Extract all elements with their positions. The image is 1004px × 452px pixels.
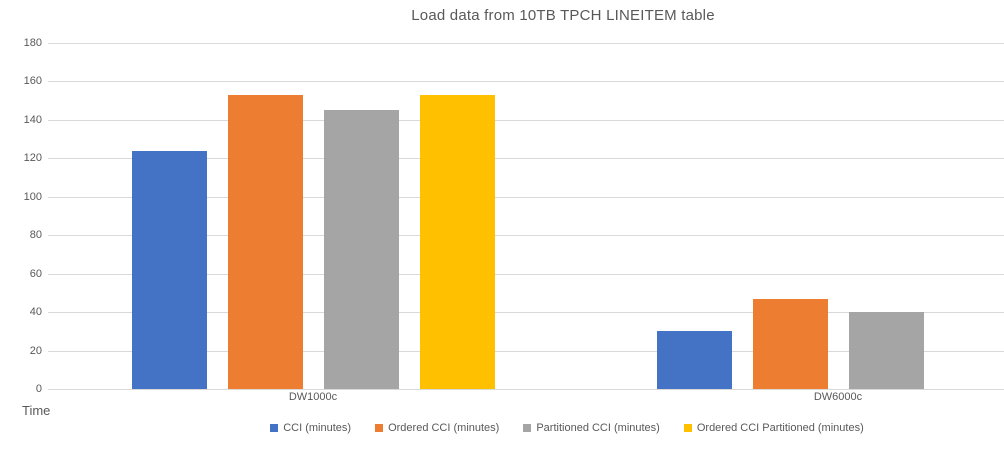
- y-tick-label: 0: [35, 383, 42, 395]
- gridline: [48, 196, 1004, 198]
- gridline: [48, 43, 1004, 44]
- y-tick-label: 40: [29, 306, 42, 319]
- bar-DW1000c-series-0: [131, 150, 207, 389]
- legend-item: Ordered CCI (minutes): [375, 422, 499, 434]
- legend-label: CCI (minutes): [283, 422, 352, 434]
- y-tick-label: 80: [29, 229, 42, 242]
- gridline: [48, 389, 1004, 390]
- y-axis-title: Time: [22, 403, 51, 418]
- legend-swatch-icon: [270, 424, 279, 432]
- legend-item: CCI (minutes): [270, 422, 351, 434]
- legend-item: Partitioned CCI (minutes): [523, 422, 660, 434]
- gridline: [48, 158, 1004, 160]
- legend: CCI (minutes) Ordered CCI (minutes) Partit…: [0, 422, 1004, 434]
- bar-DW6000c-series-2: [848, 312, 924, 389]
- y-tick-label: 160: [23, 75, 42, 88]
- gridline: [48, 81, 1004, 83]
- legend-label: Partitioned CCI (minutes): [536, 422, 660, 434]
- chart-title: Load data from 10TB TPCH LINEITEM table: [411, 7, 715, 24]
- gridline: [48, 273, 1004, 275]
- category-label: DW6000c: [813, 391, 863, 403]
- legend-item: Ordered CCI Partitioned (minutes): [683, 422, 864, 434]
- legend-label: Ordered CCI Partitioned (minutes): [696, 422, 864, 434]
- legend-swatch-icon: [523, 424, 532, 432]
- gridline: [48, 312, 1004, 314]
- bar-DW1000c-series-3: [419, 94, 495, 389]
- bar-DW1000c-series-1: [227, 94, 303, 389]
- legend-label: Ordered CCI (minutes): [388, 422, 500, 434]
- y-tick-label: 60: [29, 267, 42, 280]
- y-tick-label: 20: [29, 344, 42, 357]
- y-tick-label: 100: [23, 190, 42, 203]
- y-tick-label: 140: [23, 113, 42, 126]
- y-tick-label: 120: [23, 152, 42, 165]
- bar-DW6000c-series-1: [752, 298, 828, 389]
- bar-DW6000c-series-0: [656, 331, 732, 389]
- chart-title-area: Load data from 10TB TPCH LINEITEM table: [0, 7, 1004, 25]
- category-label: DW1000c: [288, 391, 338, 403]
- bar-DW1000c-series-2: [323, 110, 399, 389]
- gridline: [48, 119, 1004, 121]
- legend-swatch-icon: [375, 424, 384, 432]
- legend-swatch-icon: [683, 424, 692, 432]
- gridline: [48, 350, 1004, 352]
- y-tick-label: 180: [23, 37, 42, 49]
- gridline: [48, 235, 1004, 237]
